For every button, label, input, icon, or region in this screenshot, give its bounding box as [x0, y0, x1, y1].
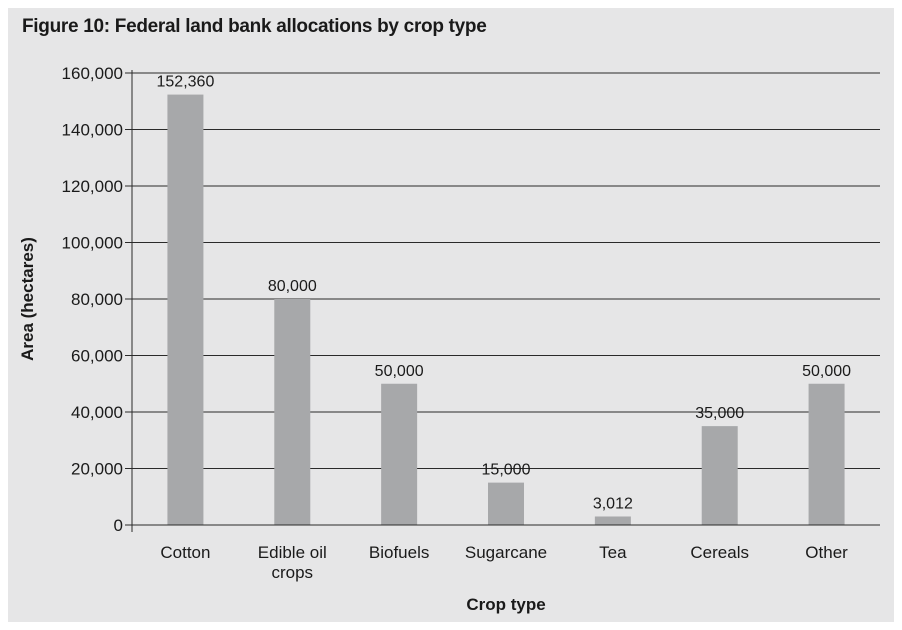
y-tick-label: 100,000	[62, 234, 123, 253]
bar	[274, 299, 311, 525]
bar	[381, 383, 418, 525]
y-axis-title: Area (hectares)	[18, 237, 37, 361]
x-axis-title: Crop type	[466, 595, 545, 614]
bar	[488, 482, 524, 525]
x-tick-labels: Cotton Edible oil crops Biofuels Sugarcane Te…	[160, 543, 848, 582]
y-tick-labels: 0 20,000 40,000 60,000 80,000 100,000 120,000 1…	[62, 64, 123, 535]
y-tick-label: 120,000	[62, 177, 123, 196]
data-label: 80,000	[268, 278, 317, 295]
chart-figure: Figure 10: Federal land bank allocations…	[8, 8, 894, 622]
data-labels: 152,360 80,000 50,000 15,000 3,012 35,000 50,0…	[157, 74, 852, 513]
x-tick-label: Tea	[599, 543, 627, 562]
y-tick-label: 40,000	[71, 403, 123, 422]
data-label: 3,012	[593, 495, 633, 512]
data-label: 35,000	[695, 405, 744, 422]
bars	[167, 94, 845, 525]
bar	[594, 516, 631, 525]
gridlines	[125, 72, 880, 526]
bar-chart: 0 20,000 40,000 60,000 80,000 100,000 120,000 1…	[18, 64, 880, 614]
x-tick-label: Cereals	[690, 543, 749, 562]
bar	[808, 383, 845, 525]
data-label: 152,360	[157, 74, 215, 91]
chart-title: Figure 10: Federal land bank allocations…	[22, 16, 487, 37]
x-tick-label: Cotton	[160, 543, 210, 562]
y-tick-label: 60,000	[71, 347, 123, 366]
data-label: 50,000	[802, 363, 851, 380]
bar	[167, 94, 204, 525]
data-label: 50,000	[375, 363, 424, 380]
x-tick-label: Other	[805, 543, 848, 562]
bar	[701, 426, 738, 525]
axes	[125, 70, 880, 532]
y-tick-label: 20,000	[71, 460, 123, 479]
x-tick-label: Biofuels	[369, 543, 429, 562]
y-tick-label: 140,000	[62, 121, 123, 140]
x-tick-label: Sugarcane	[465, 543, 547, 562]
y-tick-label: 160,000	[62, 64, 123, 83]
x-tick-label: Edible oil crops	[258, 543, 327, 582]
y-tick-label: 80,000	[71, 290, 123, 309]
data-label: 15,000	[482, 462, 531, 479]
y-tick-label: 0	[114, 516, 123, 535]
